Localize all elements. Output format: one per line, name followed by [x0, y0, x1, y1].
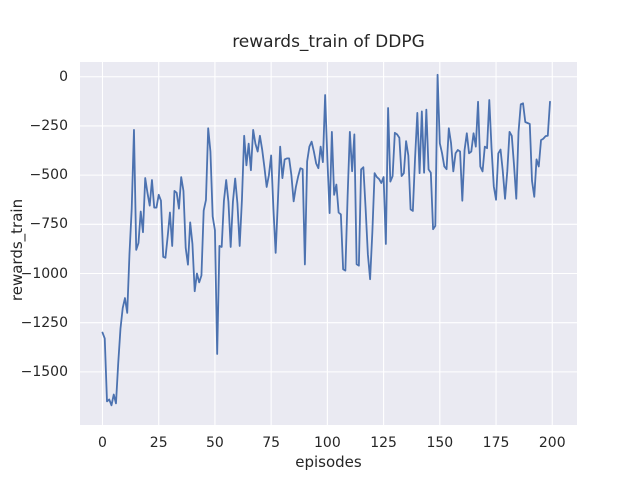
x-tick-label: 150 — [426, 435, 454, 451]
y-tick-label: −1000 — [20, 265, 68, 282]
x-tick-label: 75 — [262, 435, 281, 451]
y-tick-label: −750 — [29, 216, 68, 233]
x-tick-label: 125 — [370, 435, 397, 451]
chart-title: rewards_train of DDPG — [232, 32, 425, 52]
plot-canvas — [80, 62, 577, 425]
reward-line-series — [101, 73, 551, 407]
x-tick-label: 175 — [482, 435, 510, 451]
y-tick-label: −250 — [29, 117, 68, 134]
plot-area — [80, 62, 577, 425]
y-tick-label: −500 — [29, 167, 68, 184]
y-tick-label: −1500 — [20, 363, 68, 380]
y-axis-label: rewards_train — [8, 198, 26, 302]
x-tick-label: 200 — [538, 435, 566, 451]
x-tick-label: 50 — [206, 435, 224, 451]
x-tick-label: 100 — [314, 435, 341, 451]
y-tick-label: 0 — [59, 68, 68, 85]
x-tick-label: 0 — [98, 435, 107, 451]
y-tick-label: −1250 — [20, 314, 68, 331]
x-tick-label: 25 — [149, 435, 168, 451]
x-axis-label: episodes — [295, 453, 362, 471]
